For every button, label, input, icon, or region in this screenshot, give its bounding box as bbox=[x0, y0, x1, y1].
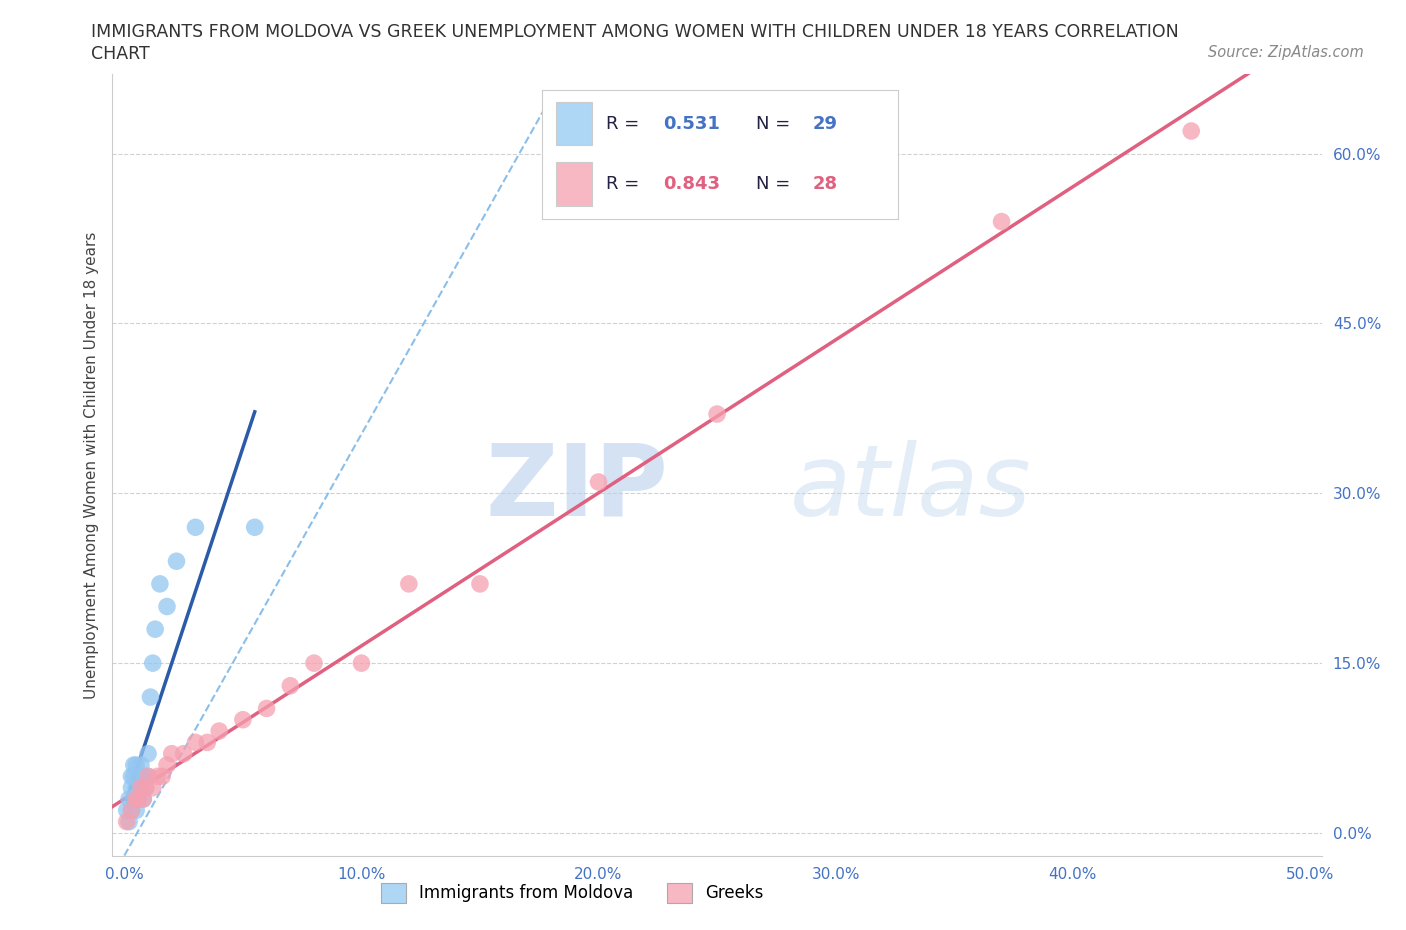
Point bbox=[166, 553, 188, 568]
Point bbox=[243, 520, 266, 535]
Point bbox=[150, 769, 173, 784]
Point bbox=[278, 678, 301, 693]
Y-axis label: Unemployment Among Women with Children Under 18 years: Unemployment Among Women with Children U… bbox=[83, 232, 98, 698]
Point bbox=[125, 803, 148, 817]
Point bbox=[706, 406, 728, 421]
Point bbox=[136, 769, 159, 784]
Point bbox=[115, 803, 138, 817]
Point bbox=[122, 791, 145, 806]
Point bbox=[128, 769, 150, 784]
Point bbox=[120, 780, 142, 795]
Point bbox=[120, 803, 142, 817]
Point bbox=[156, 599, 179, 614]
Point bbox=[588, 474, 610, 489]
Legend: Immigrants from Moldova, Greeks: Immigrants from Moldova, Greeks bbox=[374, 876, 770, 910]
Point bbox=[132, 791, 155, 806]
Point bbox=[125, 758, 148, 773]
Text: Source: ZipAtlas.com: Source: ZipAtlas.com bbox=[1208, 45, 1364, 60]
Point bbox=[125, 780, 148, 795]
Point bbox=[256, 701, 278, 716]
Point bbox=[115, 814, 138, 829]
Point bbox=[128, 791, 150, 806]
Point bbox=[120, 769, 142, 784]
Point bbox=[136, 769, 159, 784]
Point bbox=[129, 780, 152, 795]
Point bbox=[208, 724, 231, 738]
Text: IMMIGRANTS FROM MOLDOVA VS GREEK UNEMPLOYMENT AMONG WOMEN WITH CHILDREN UNDER 18: IMMIGRANTS FROM MOLDOVA VS GREEK UNEMPLO… bbox=[91, 23, 1180, 41]
Point bbox=[136, 746, 159, 761]
Text: atlas: atlas bbox=[790, 440, 1031, 537]
Point bbox=[143, 622, 166, 637]
Point bbox=[184, 520, 207, 535]
Point bbox=[142, 656, 165, 671]
Point bbox=[129, 780, 152, 795]
Point bbox=[302, 656, 325, 671]
Point bbox=[149, 577, 172, 591]
Point bbox=[118, 791, 141, 806]
Point bbox=[156, 758, 179, 773]
Point bbox=[132, 769, 155, 784]
Point bbox=[139, 690, 162, 705]
Point bbox=[195, 735, 218, 750]
Point bbox=[232, 712, 254, 727]
Point bbox=[125, 791, 148, 806]
Text: ZIP: ZIP bbox=[486, 440, 669, 537]
Point bbox=[1180, 124, 1202, 139]
Point bbox=[398, 577, 420, 591]
Point bbox=[184, 735, 207, 750]
Point bbox=[135, 780, 157, 795]
Point bbox=[142, 780, 165, 795]
Point bbox=[468, 577, 491, 591]
Point bbox=[118, 814, 141, 829]
Point bbox=[120, 803, 142, 817]
Text: CHART: CHART bbox=[91, 45, 150, 62]
Point bbox=[173, 746, 195, 761]
Point bbox=[128, 791, 150, 806]
Point bbox=[350, 656, 373, 671]
Point bbox=[132, 791, 155, 806]
Point bbox=[129, 758, 152, 773]
Point bbox=[122, 758, 145, 773]
Point bbox=[160, 746, 183, 761]
Point bbox=[135, 780, 157, 795]
Point bbox=[990, 214, 1012, 229]
Point bbox=[146, 769, 169, 784]
Point bbox=[122, 769, 145, 784]
